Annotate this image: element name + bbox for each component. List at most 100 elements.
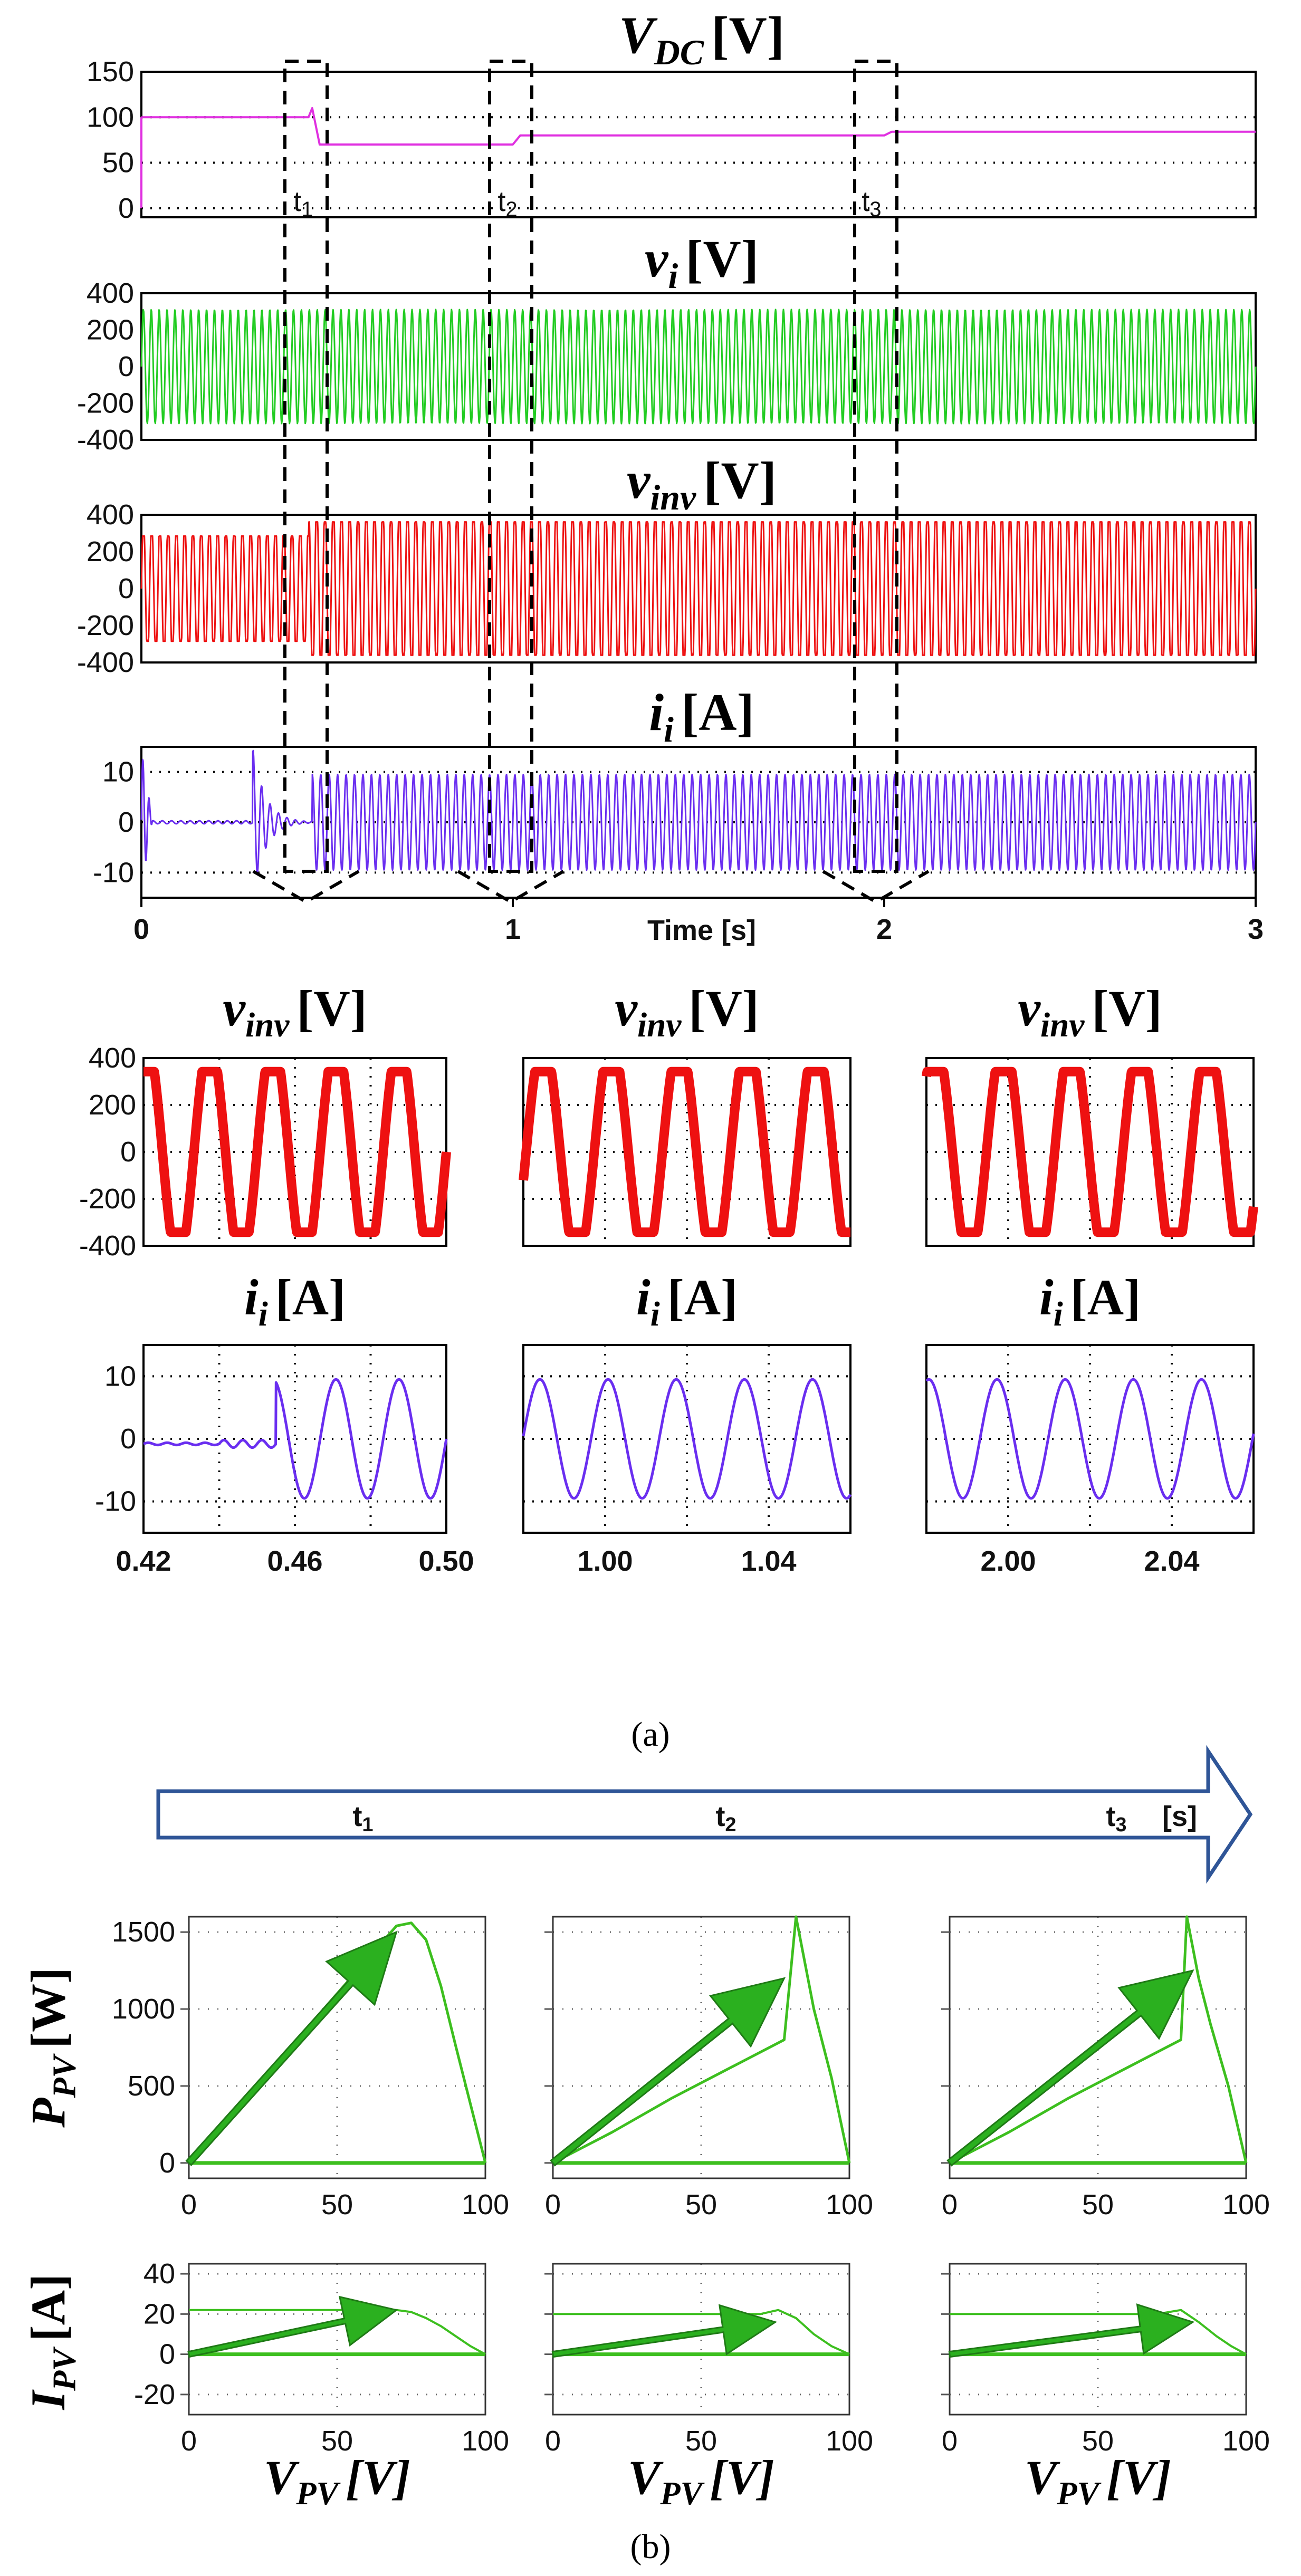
vi-ytick-2: 0 (118, 351, 134, 382)
vpv-label-0: VPV [V] (264, 2450, 410, 2512)
time-arrow-shape (156, 1745, 1253, 1884)
ii-xtick-2: 2 (876, 914, 892, 945)
zoom-ii-ytick-0: 10 (104, 1360, 136, 1392)
zoom-vinv-title-2-unit: [V] (1092, 980, 1162, 1036)
ppv-0-ytick-3: 0 (159, 2147, 175, 2179)
vpv-label-0-sub: PV (295, 2475, 340, 2512)
zoom-ii-1: ii [A]1.00 1.04 (522, 1269, 852, 1577)
chart-vdc: VDC [V] 150 100 50 0 t1 t2 t3 (87, 6, 1257, 224)
zoom-vinv-title-2: vinv [V] (1018, 980, 1162, 1044)
zoom-ii-title-2-unit: [A] (1070, 1269, 1141, 1325)
vinv-ytick-4: -400 (77, 647, 134, 678)
ppv-ylabel-unit: [W] (21, 1967, 75, 2048)
vi-ytick-0: 400 (87, 277, 134, 309)
zoom-vinv-title-0-sub: inv (245, 1006, 290, 1044)
zoom-ii-wave-1 (522, 1378, 852, 1500)
ppv-ylabel-group: PPV [W] (21, 1967, 82, 2128)
zoom-xtick-2-0: 2.00 (980, 1545, 1036, 1577)
vdc-ytick-0: 150 (87, 56, 134, 88)
ipv-ylabel-unit: [A] (21, 2274, 75, 2341)
ipv-0-ytick-0: 40 (144, 2258, 175, 2290)
ii-ytick-0: 10 (102, 756, 134, 788)
zoom-xtick-0-0: 0.42 (116, 1545, 171, 1577)
ii-ytick-2: -10 (93, 857, 134, 888)
vdc-event-1: t2 (498, 186, 517, 221)
zoom-window-2 (853, 60, 898, 873)
zoom-vinv-ytick-0: 400 (89, 1042, 136, 1074)
ipv-0-xtick-2: 100 (462, 2425, 509, 2457)
ppv-ylabel: PPV [W] (21, 1967, 82, 2128)
vdc-title: VDC [V] (619, 6, 785, 72)
vdc-title-unit: [V] (711, 6, 785, 64)
vpv-label-1-unit: [V] (710, 2450, 774, 2504)
vinv-ytick-1: 200 (87, 536, 134, 568)
panel-b-label: (b) (630, 2527, 671, 2566)
vpv-label-0-main: V (264, 2450, 300, 2504)
zoom-ii-2: ii [A]2.00 2.04 (925, 1269, 1255, 1577)
ppv-0-ytick-0: 1500 (112, 1916, 175, 1948)
ipv-2-xtick-1: 50 (1082, 2425, 1114, 2457)
panel-a-label: (a) (631, 1715, 669, 1754)
zoom-ii-title-2-sub: i (1054, 1295, 1063, 1333)
time-axis-label: Time [s] (647, 915, 756, 946)
vpv-label-1: VPV [V] (628, 2450, 774, 2512)
arrow-label-sub-0: 1 (362, 1814, 373, 1836)
ii-xtick-3: 3 (1248, 914, 1264, 945)
ipv-0-xtick-0: 0 (181, 2425, 197, 2457)
vpv-label-2-sub: PV (1056, 2475, 1101, 2512)
zoom-vinv-wave-2 (922, 1066, 1258, 1237)
ppv-ylabel-sub: PV (45, 2053, 82, 2098)
ppv-ylabel-main: P (21, 2098, 75, 2128)
vi-title-sub: i (668, 256, 678, 296)
ii-ytick-1: 0 (118, 806, 134, 838)
vdc-event-sub-2: 3 (869, 198, 881, 221)
zoom-xtick-0-2: 0.50 (418, 1545, 474, 1577)
ipv-1-xtick-0: 0 (545, 2425, 561, 2457)
zoom-ii-title-1-unit: [A] (667, 1269, 738, 1325)
zoom-vinv-title-1-main: v (615, 980, 638, 1036)
ipv-2-trajectory-arrow (948, 2303, 1195, 2358)
zoom-vinv-title-0-main: v (223, 980, 246, 1036)
zoom-xtick-2-1: 2.04 (1144, 1545, 1199, 1577)
ipv-ylabel-main: I (21, 2389, 75, 2410)
ipv-ylabel-sub: PV (45, 2347, 82, 2391)
ipv-ylabel: IPV [A] (21, 2274, 82, 2410)
vpv-label-2-unit: [V] (1106, 2450, 1171, 2504)
zoom-vinv-title-1: vinv [V] (615, 980, 759, 1044)
zoom-ii-title-0: ii [A] (244, 1269, 346, 1333)
zoom-vinv-ytick-2: 0 (120, 1136, 136, 1168)
arrow-label-sub-2: 3 (1115, 1814, 1126, 1836)
vi-title-unit: [V] (685, 229, 759, 288)
ppv-0-trajectory-shape (185, 1930, 398, 2166)
ppv-1-trajectory-arrow (550, 1977, 786, 2167)
zoom-ii-0: ii [A]100-100.42 0.46 0.50 (95, 1269, 474, 1577)
ppv-2-frame (949, 1916, 1247, 2179)
vdc-event-0: t1 (293, 186, 313, 221)
zoom-vinv-ytick-4: -400 (79, 1230, 136, 1262)
vi-wave (140, 309, 1257, 425)
zoom-ii-title-0-main: i (244, 1269, 259, 1325)
ipv-2-trajectory-shape (948, 2303, 1195, 2358)
vi-title: vi [V] (645, 229, 759, 296)
ppv-0: 1500 1000 500 00 50 100 (112, 1916, 509, 2221)
arrow-label-0: t1 (352, 1801, 373, 1836)
vinv-title-main: v (627, 451, 651, 510)
ipv-1-xtick-2: 100 (826, 2425, 873, 2457)
vinv-title-sub: inv (650, 477, 696, 517)
vpv-label-1-main: V (628, 2450, 664, 2504)
ppv-0-ytick-1: 1000 (112, 1993, 175, 2025)
arrow-label-3: [s] (1162, 1801, 1197, 1832)
chart-vinv: vinv [V] 400 200 0 -200 -400 (77, 451, 1257, 678)
zoom-ii-title-2-main: i (1039, 1269, 1054, 1325)
ii-title-main: i (649, 683, 664, 742)
zoom-vinv-title-1-unit: [V] (688, 980, 759, 1036)
ppv-1-xtick-1: 50 (685, 2189, 717, 2221)
vinv-ytick-3: -200 (77, 610, 134, 641)
ipv-ylabel-group: IPV [A] (21, 2274, 82, 2410)
ppv-1-xtick-2: 100 (826, 2189, 873, 2221)
